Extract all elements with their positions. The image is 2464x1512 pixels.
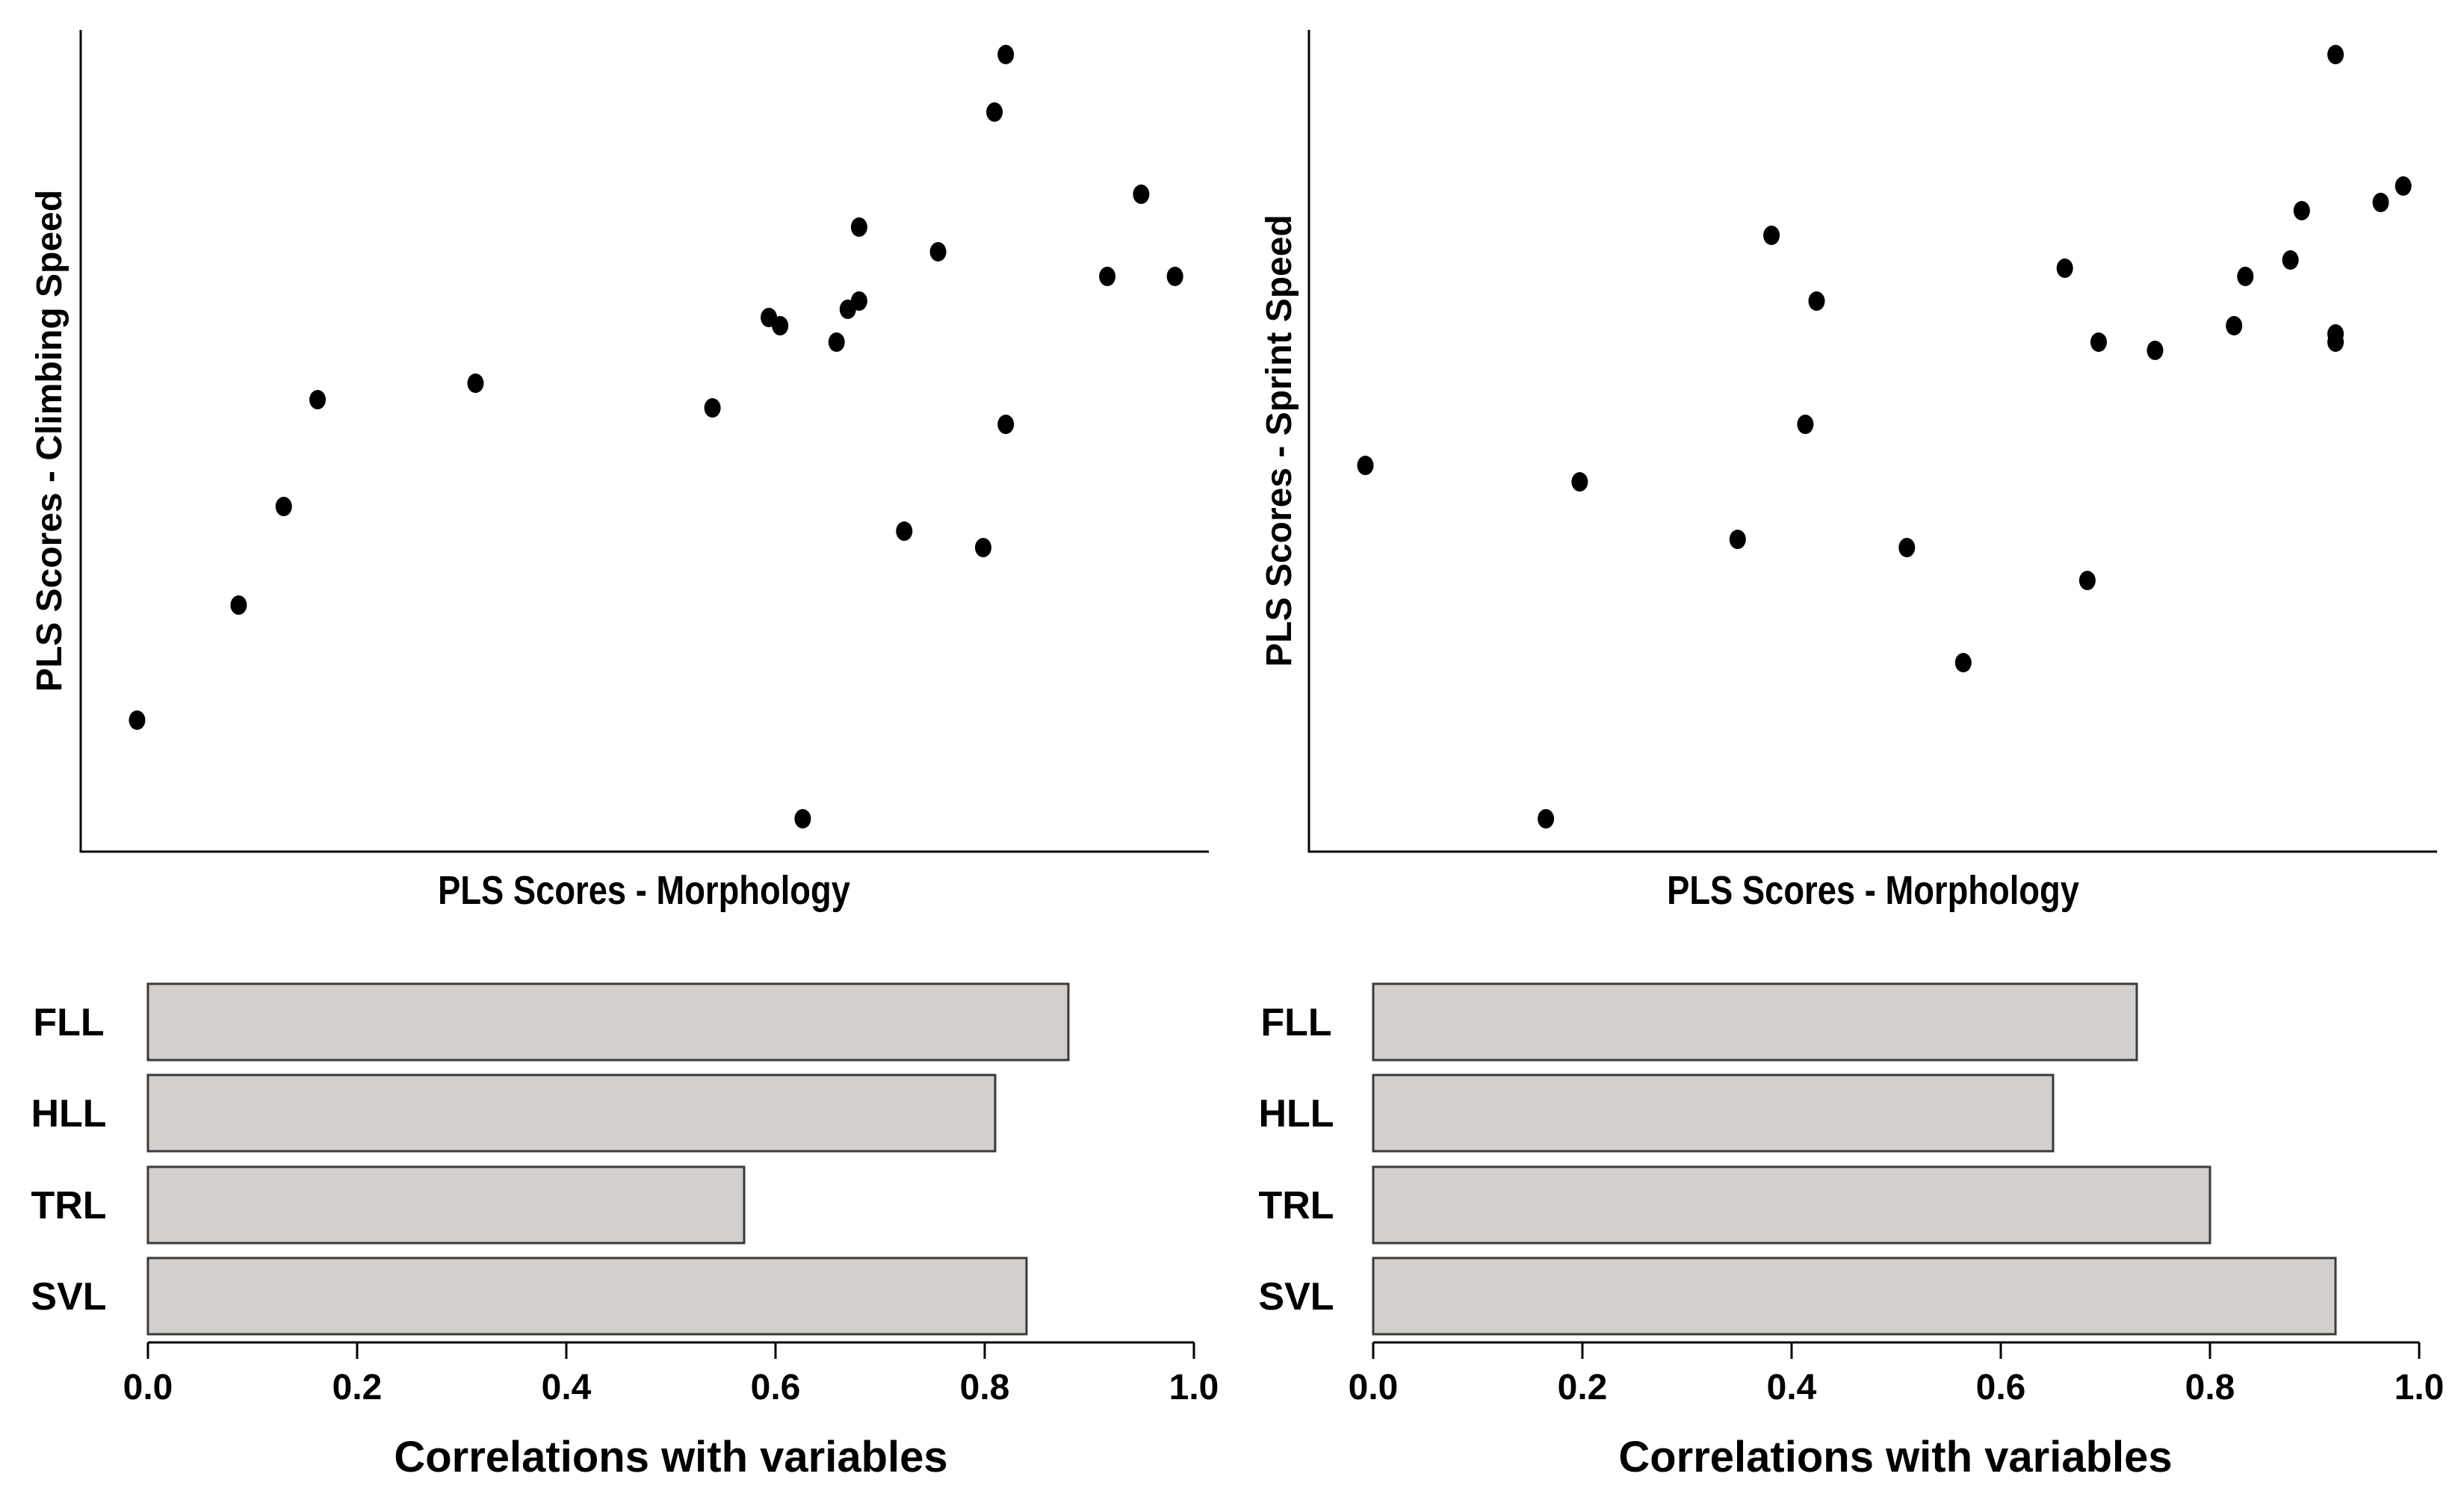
scatter-point [1729,530,1746,549]
bar-fll [1372,982,2138,1062]
scatter-panel-climbing: PLS Scores - Morphology PLS Scores - Cli… [30,30,1209,913]
scatter-point [129,710,146,730]
bar-x-axis: 0.0 0.2 0.4 0.6 0.8 1.0 [123,1341,1219,1407]
bar-x-axis: 0.0 0.2 0.4 0.6 0.8 1.0 [1349,1341,2445,1407]
bar-tick-label: 0.4 [542,1368,592,1407]
scatter-point [309,390,326,409]
scatter-xlabel: PLS Scores - Morphology [438,867,850,913]
bar-category-label: TRL [31,1184,106,1227]
scatter-point [997,45,1015,64]
bar-tick-label: 0.0 [123,1368,173,1407]
bar-xlabel: Correlations with variables [394,1433,947,1481]
scatter-point [1357,456,1374,475]
scatter-point [986,102,1003,122]
scatter-point [2327,45,2344,64]
scatter-point [850,291,867,311]
scatter-ylabel: PLS Scores - Climbing Speed [30,190,69,692]
scatter-point [1954,653,1972,672]
scatter-panel-sprint: PLS Scores - Morphology PLS Scores - Spr… [1260,30,2437,913]
scatter-point [2327,324,2344,344]
bar-tick-label: 0.8 [960,1368,1010,1407]
bar-category-label: FLL [33,1001,104,1044]
scatter-point [2146,341,2164,360]
bar-tick-label: 1.0 [2395,1368,2445,1407]
scatter-point [896,521,913,541]
scatter-point [772,316,789,335]
bar-panel-sprint: FLL HLL TRL SVL 0.0 0.2 0.4 0.6 0.8 1.0 Correlat… [1258,982,2445,1481]
scatter-point [1133,185,1150,204]
bar-hll [1372,1073,2055,1153]
bar-category-labels: FLL HLL TRL SVL [1258,1001,1334,1319]
bar-hll [146,1073,997,1153]
scatter-point [2090,332,2107,352]
scatter-point [997,415,1015,434]
scatter-point [2226,316,2243,335]
bar-svl [146,1257,1028,1336]
scatter-point [2237,267,2254,286]
bar-xlabel: Correlations with variables [1618,1433,2172,1481]
bar-panel-climbing: FLL HLL TRL SVL 0.0 0.2 0.4 0.6 0.8 1.0 Correlat… [31,982,1219,1481]
scatter-point [1898,538,1916,557]
bar-tick-label: 0.6 [1976,1368,2026,1407]
scatter-point [2293,201,2310,220]
scatter-point [794,809,811,828]
bar-tick-label: 0.6 [751,1368,801,1407]
scatter-point [230,595,247,615]
scatter-xlabel: PLS Scores - Morphology [1667,867,2079,913]
bar-group [1372,982,2337,1336]
scatter-point [275,497,292,516]
scatter-points [129,45,1183,828]
scatter-point [467,374,484,393]
scatter-axes [1307,30,2437,853]
scatter-axes [79,30,1209,853]
scatter-point [1808,291,1825,311]
scatter-point [1166,267,1183,286]
bar-trl [1372,1165,2211,1245]
scatter-point [2056,258,2073,278]
scatter-point [1099,267,1116,286]
bar-tick-label: 1.0 [1169,1368,1219,1407]
bar-tick-label: 0.4 [1767,1368,1817,1407]
scatter-point [1797,415,1814,434]
scatter-point [704,398,721,418]
bar-category-label: FLL [1260,1001,1331,1044]
scatter-point [1538,809,1555,828]
scatter-point [850,217,867,237]
bar-tick-label: 0.0 [1349,1368,1399,1407]
bar-category-label: HLL [1258,1092,1334,1135]
scatter-point [2078,571,2096,590]
bar-fll [146,982,1070,1062]
bar-category-label: SVL [31,1275,106,1319]
scatter-point [1571,472,1588,492]
bar-trl [146,1165,746,1245]
scatter-point [2282,250,2299,270]
scatter-point [828,332,845,352]
bar-category-labels: FLL HLL TRL SVL [31,1001,106,1319]
scatter-point [975,538,991,557]
bar-category-label: TRL [1258,1184,1334,1227]
scatter-point [929,242,947,261]
scatter-point [1763,226,1780,245]
bar-group [146,982,1070,1336]
bar-tick-label: 0.2 [332,1368,383,1407]
scatter-point [2372,193,2389,212]
bar-category-label: SVL [1258,1275,1334,1319]
scatter-points [1357,45,2412,828]
bar-tick-label: 0.8 [2185,1368,2235,1407]
bar-svl [1372,1257,2337,1336]
scatter-point [2395,176,2412,196]
scatter-ylabel: PLS Scores - Sprint Speed [1260,214,1299,666]
bar-category-label: HLL [31,1092,106,1135]
bar-tick-label: 0.2 [1558,1368,1608,1407]
